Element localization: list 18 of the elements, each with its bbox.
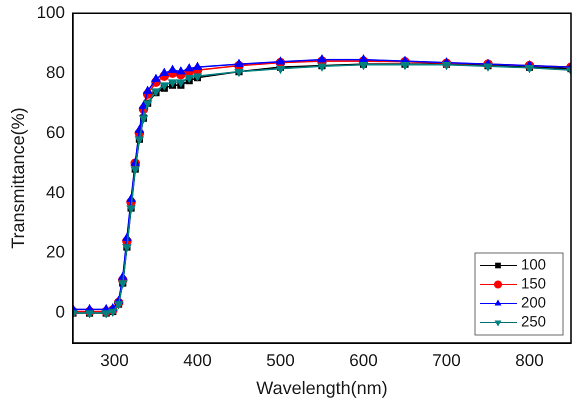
- y-tick-label: 60: [46, 122, 65, 142]
- legend-label: 250: [521, 314, 546, 331]
- x-tick-label: 500: [266, 350, 295, 370]
- x-tick-label: 700: [432, 350, 461, 370]
- y-tick-label: 100: [36, 2, 65, 22]
- y-tick-label: 0: [55, 302, 65, 322]
- x-axis-title: Wavelength(nm): [256, 378, 388, 398]
- legend-label: 200: [521, 294, 546, 312]
- x-tick-label: 400: [183, 350, 212, 370]
- x-tick-label: 600: [349, 350, 378, 370]
- y-tick-label: 20: [46, 242, 65, 262]
- x-tick-label: 800: [515, 350, 544, 370]
- legend-label: 150: [521, 276, 546, 293]
- y-tick-label: 40: [46, 182, 65, 202]
- legend-label: 100: [521, 256, 546, 274]
- y-tick-label: 80: [46, 62, 65, 82]
- y-axis-title: Transmittance(%): [8, 107, 28, 249]
- x-tick-label: 300: [100, 350, 129, 370]
